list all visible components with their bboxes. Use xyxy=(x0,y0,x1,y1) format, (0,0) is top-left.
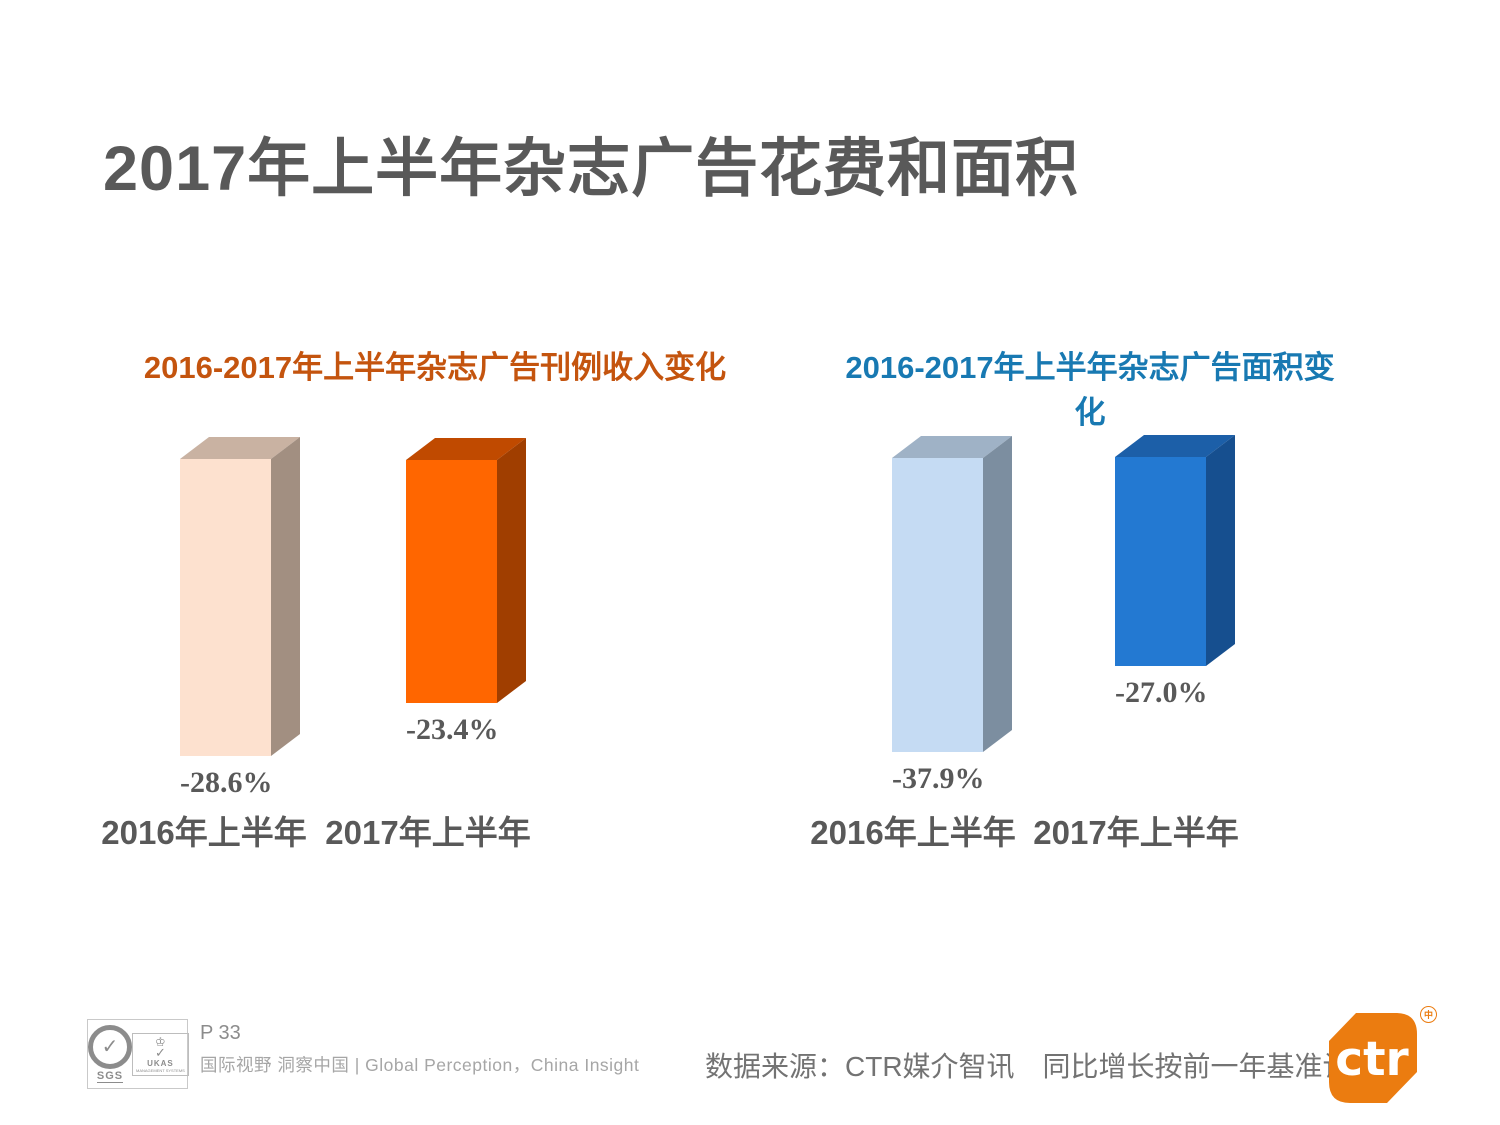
ctr-trademark-icon: 中 xyxy=(1420,1006,1437,1023)
crown-icon: ♔ xyxy=(155,1034,166,1049)
bar-front-face xyxy=(1115,457,1206,666)
category-label-2017: 2017年上半年 xyxy=(1033,814,1239,851)
sgs-logo: ✓ SGS xyxy=(88,1025,132,1083)
bar-value-label: -23.4% xyxy=(406,713,499,746)
page-title: 2017年上半年杂志广告花费和面积 xyxy=(103,134,1080,204)
category-label-2017: 2017年上半年 xyxy=(325,814,531,851)
bar-side-face xyxy=(1206,435,1235,666)
sgs-label: SGS xyxy=(96,1070,124,1083)
chart-title: 2016-2017年上半年杂志广告面积变化 xyxy=(845,350,1335,430)
ctr-logo: ctr 中 xyxy=(1328,1006,1438,1104)
ctr-logo-text: ctr xyxy=(1335,1032,1409,1087)
category-label-2016: 2016年上半年 xyxy=(810,814,1016,851)
bar-front-face xyxy=(180,459,271,756)
bar-front-face xyxy=(406,460,497,703)
bar-top-face xyxy=(892,436,1012,458)
bar-value-label: -37.9% xyxy=(892,762,985,795)
ctr-logo-shape: ctr xyxy=(1329,1013,1417,1103)
bar-side-face xyxy=(983,436,1012,752)
bar-top-face xyxy=(406,438,526,460)
chart-title: 2016-2017年上半年杂志广告刊例收入变化 xyxy=(143,350,727,385)
ukas-subtitle: MANAGEMENT SYSTEMS xyxy=(136,1067,185,1073)
page-number: P 33 xyxy=(200,1022,241,1044)
ukas-label: UKAS xyxy=(147,1058,174,1068)
bar-value-label: -28.6% xyxy=(180,766,273,799)
bar-top-face xyxy=(180,437,300,459)
bar-front-face xyxy=(892,458,983,752)
bar-side-face xyxy=(271,437,300,756)
bar-value-label: -27.0% xyxy=(1115,676,1208,709)
certification-logos: ✓ SGS ♔ ✓ UKAS MANAGEMENT SYSTEMS xyxy=(87,1019,189,1089)
company-tagline: 国际视野 洞察中国 | Global Perception，China Insi… xyxy=(200,1055,640,1075)
bar-side-face xyxy=(497,438,526,703)
category-label-2016: 2016年上半年 xyxy=(101,814,307,851)
sgs-check-icon: ✓ xyxy=(88,1025,132,1069)
data-source-note: 数据来源：CTR媒介智讯 同比增长按前一年基准计算 xyxy=(705,1051,1379,1082)
ukas-logo: ♔ ✓ UKAS MANAGEMENT SYSTEMS xyxy=(132,1032,189,1076)
check-icon: ✓ xyxy=(154,1044,166,1060)
bar-top-face xyxy=(1115,435,1235,457)
